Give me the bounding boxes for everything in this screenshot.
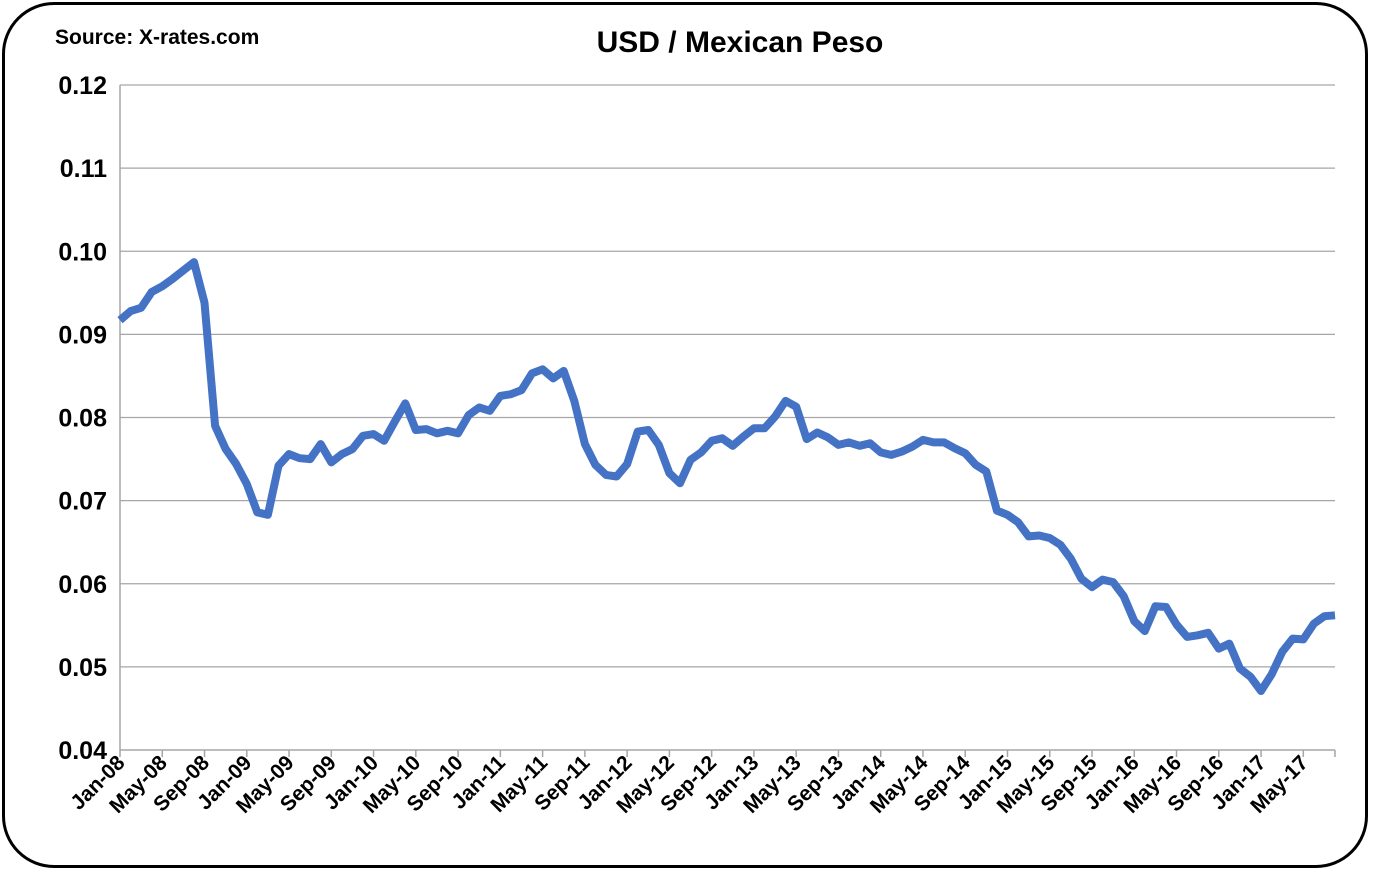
y-tick-label: 0.04: [58, 737, 107, 765]
chart-title: USD / Mexican Peso: [596, 26, 884, 59]
x-tick-labels: Jan-08May-08Sep-08Jan-09May-09Sep-09Jan-…: [66, 751, 1313, 818]
series-line: [117, 258, 1336, 695]
y-tick-label: 0.11: [60, 155, 107, 183]
y-tick-label: 0.07: [58, 488, 107, 516]
y-tick-label: 0.10: [58, 238, 107, 266]
y-tick-label: 0.05: [58, 654, 107, 682]
gridlines: [120, 84, 1335, 668]
axes: [119, 85, 1336, 757]
series: [117, 258, 1336, 695]
y-tick-labels: 0.04 0.05 0.06 0.07 0.08 0.09 0.10 0.11 0.12: [58, 72, 107, 765]
y-tick-label: 0.06: [58, 571, 107, 599]
y-tick-label: 0.08: [58, 405, 107, 433]
source-label: Source: X-rates.com: [55, 26, 260, 49]
y-tick-label: 0.12: [58, 72, 107, 100]
y-tick-label: 0.09: [58, 321, 107, 349]
